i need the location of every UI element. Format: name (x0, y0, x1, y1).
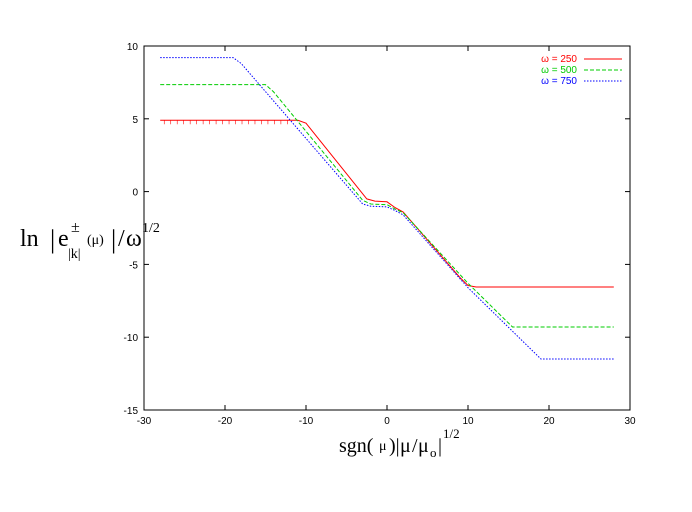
legend-label-2: ω = 500 (541, 65, 577, 76)
x-tick-label: 30 (624, 416, 636, 427)
x-tick-label: -30 (137, 416, 152, 427)
x-label-mu: μ (400, 435, 411, 457)
x-label-bar: )| (389, 435, 400, 457)
x-tick-label: 10 (462, 416, 474, 427)
x-axis-label: sgn( μ )| μ / μ o | 1/2 (339, 426, 460, 460)
y-tick-label: -10 (124, 333, 139, 344)
y-label-mu-arg: (μ) (87, 233, 104, 248)
series-layer (160, 57, 614, 360)
x-label-exponent: 1/2 (443, 426, 460, 441)
y-tick-label: -15 (124, 406, 139, 417)
x-label-bar-right: | (438, 435, 442, 457)
ticks: -30 -20 -10 0 10 20 30 -15 -10 -5 0 5 10 (124, 42, 636, 427)
legend-label-1: ω = 250 (541, 54, 577, 65)
y-label-k: |k| (68, 247, 81, 262)
x-label-subscript-o: o (430, 445, 437, 460)
y-label-bar-left: | (50, 225, 55, 254)
y-tick-label: 5 (132, 115, 138, 126)
x-tick-label: -20 (218, 416, 233, 427)
series-line-2 (160, 84, 614, 328)
series-line-1 (160, 119, 614, 288)
legend-label-3: ω = 750 (541, 76, 577, 87)
x-label-sgn: sgn( (339, 435, 374, 457)
plot-frame (143, 45, 631, 411)
y-label-omega: ω (126, 226, 142, 252)
x-tick-label: 20 (543, 416, 555, 427)
y-label-bar-right: | (111, 225, 116, 254)
y-axis-label: ln | e ± |k| (μ) | / ω 1/2 (20, 219, 160, 262)
x-tick-label: 0 (384, 416, 390, 427)
y-tick-label: 0 (132, 188, 138, 199)
x-tick-label: -10 (299, 416, 314, 427)
x-label-mu-o: μ (418, 435, 429, 457)
x-label-slash: / (412, 435, 418, 457)
y-label-slash: / (118, 226, 125, 252)
y-label-ln: ln (20, 226, 39, 252)
series-line-3 (160, 57, 614, 360)
y-label-exponent: 1/2 (142, 221, 160, 236)
x-label-mu-arg: μ (379, 439, 387, 454)
y-label-e: e (58, 226, 69, 252)
y-tick-label: 10 (127, 42, 139, 53)
y-tick-label: -5 (129, 260, 138, 271)
y-label-plusminus: ± (71, 219, 80, 236)
